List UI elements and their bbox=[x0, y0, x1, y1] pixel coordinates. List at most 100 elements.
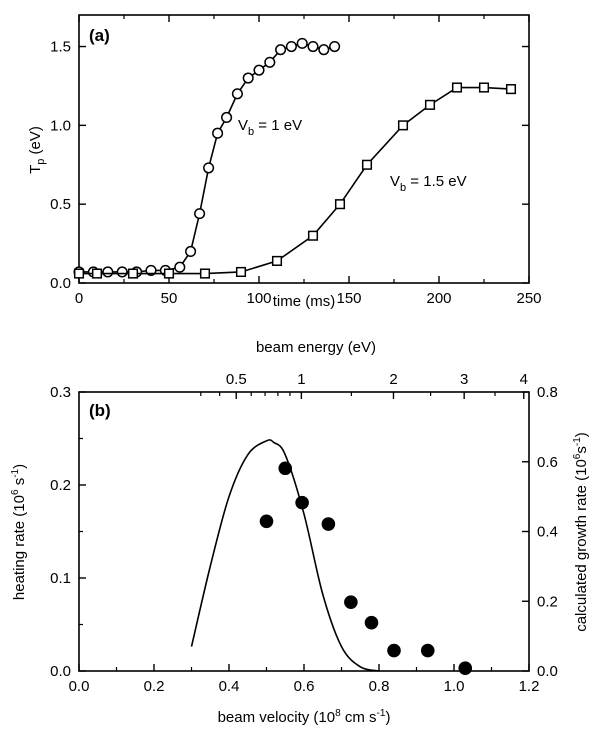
panel-b-x-axis-title: beam velocity (108 cm s-1) bbox=[218, 708, 391, 726]
growth-rate-curve bbox=[190, 439, 380, 672]
circle-marker bbox=[275, 44, 287, 56]
square-marker bbox=[361, 159, 373, 170]
x-tick-label: 0.4 bbox=[219, 678, 240, 695]
panel-b-x-axis-title-sup2: -1 bbox=[377, 708, 386, 719]
panel-b-top-axis-title: beam energy (eV) bbox=[256, 339, 376, 356]
circle-marker bbox=[242, 72, 254, 84]
circle-marker bbox=[194, 208, 206, 220]
square-marker bbox=[478, 82, 490, 93]
square-marker bbox=[91, 268, 103, 279]
series-label-vb-1-sub: b bbox=[248, 126, 254, 138]
y-tick-label: 0.2 bbox=[50, 477, 71, 494]
series-label-vb-1-5: Vb = 1.5 eV bbox=[390, 173, 467, 194]
y2-tick-label: 0.2 bbox=[537, 593, 558, 610]
panel-b-x-axis-title-sup: 8 bbox=[335, 708, 341, 719]
panel-a: 0 50 100 150 200 250 0.0 0.5 1.0 1.5 (a) time (m… bbox=[27, 14, 542, 310]
circle-marker bbox=[116, 266, 128, 278]
panel-b-y2-axis-title-main: calculated growth rate (10 bbox=[573, 459, 590, 632]
series-label-vb-1-5-main: V bbox=[390, 173, 400, 190]
circle-marker bbox=[212, 127, 224, 139]
square-marker bbox=[235, 266, 247, 278]
panel-a-x-axis-title: time (ms) bbox=[273, 293, 336, 310]
circle-marker bbox=[174, 261, 186, 273]
y-tick-label: 1.0 bbox=[50, 117, 71, 134]
panel-a-x-tick-labels: 0 50 100 150 200 250 bbox=[75, 290, 542, 307]
square-marker bbox=[307, 230, 319, 241]
panel-b-y2-axis-title: calculated growth rate (106s-1) bbox=[572, 432, 590, 632]
x-tick-label: 50 bbox=[161, 290, 178, 307]
panel-b-y2-axis-title-end: ) bbox=[573, 432, 590, 437]
heating-rate-point bbox=[259, 514, 274, 529]
series-label-vb-1-5-sub: b bbox=[400, 182, 406, 194]
circle-marker bbox=[203, 162, 215, 174]
top-tick-label: 0.5 bbox=[226, 371, 247, 388]
y2-tick-label: 0.8 bbox=[537, 384, 558, 401]
series-line-1 bbox=[79, 42, 335, 273]
panel-b-y2-axis-title-mid: s bbox=[573, 446, 590, 454]
square-marker bbox=[199, 268, 211, 279]
y-tick-label: 0.5 bbox=[50, 196, 71, 213]
heating-rate-point bbox=[458, 661, 473, 676]
square-marker bbox=[163, 268, 175, 279]
panel-a-ticks bbox=[78, 15, 530, 284]
circle-marker bbox=[285, 40, 297, 53]
panel-b-y-axis-title: heating rate (106 s-1) bbox=[10, 464, 28, 600]
square-marker bbox=[271, 255, 283, 266]
panel-a-y-axis-title: Tp (eV) bbox=[27, 126, 47, 174]
y-tick-label: 0.1 bbox=[50, 570, 71, 587]
circle-marker bbox=[329, 40, 341, 53]
panel-a-y-axis-title-sub: p bbox=[35, 159, 47, 165]
panel-b: 0.0 0.2 0.4 0.6 0.8 1.0 1.2 0.00.10.20.3 0.00.… bbox=[10, 339, 590, 726]
panel-b-y-axis-title-mid: s bbox=[11, 478, 28, 490]
panel-a-y-axis-title-unit: (eV) bbox=[27, 126, 44, 159]
x-tick-label: 1.0 bbox=[444, 678, 465, 695]
panel-b-label: (b) bbox=[89, 401, 111, 420]
panel-b-y-axis-title-end: ) bbox=[11, 464, 28, 469]
heating-rate-point bbox=[364, 615, 379, 630]
circle-marker bbox=[253, 64, 265, 76]
x-tick-label: 0.6 bbox=[294, 678, 315, 695]
series-label-vb-1-rest: = 1 eV bbox=[254, 117, 302, 134]
circle-marker bbox=[296, 37, 308, 49]
square-marker bbox=[424, 99, 436, 110]
square-marker bbox=[451, 82, 463, 93]
circle-marker bbox=[318, 44, 330, 56]
y-tick-label: 0.0 bbox=[50, 663, 71, 680]
y-tick-label: 1.5 bbox=[50, 39, 71, 56]
y-tick-label: 0.0 bbox=[50, 275, 71, 292]
panel-b-y-axis-title-sup: 6 bbox=[10, 489, 21, 495]
panel-b-y-axis-title-main: heating rate (10 bbox=[11, 495, 28, 600]
circle-marker bbox=[185, 245, 197, 258]
heating-rate-point bbox=[295, 495, 309, 510]
panel-a-series bbox=[73, 37, 517, 279]
top-tick-label: 4 bbox=[520, 371, 528, 388]
heating-rate-point bbox=[344, 595, 358, 609]
panel-b-x-axis-title-end: ) bbox=[385, 709, 390, 726]
x-tick-label: 200 bbox=[426, 290, 451, 307]
x-tick-label: 100 bbox=[246, 290, 271, 307]
panel-b-y2-axis-title-sup: 6 bbox=[572, 453, 583, 459]
panel-b-x-axis-title-mid: cm s bbox=[341, 709, 377, 726]
x-tick-label: 150 bbox=[336, 290, 361, 307]
top-tick-label: 2 bbox=[389, 371, 397, 388]
square-marker bbox=[397, 120, 409, 131]
top-tick-label: 3 bbox=[460, 371, 468, 388]
panel-b-ticks bbox=[78, 391, 530, 672]
x-tick-label: 250 bbox=[516, 290, 541, 307]
panel-b-frame bbox=[78, 391, 530, 672]
panel-a-y-tick-labels: 0.0 0.5 1.0 1.5 bbox=[50, 39, 71, 292]
heating-rate-point bbox=[387, 643, 401, 658]
circle-marker bbox=[307, 40, 319, 53]
circle-marker bbox=[231, 88, 243, 100]
circle-marker bbox=[221, 111, 233, 124]
square-marker bbox=[127, 268, 139, 279]
y2-tick-label: 0.0 bbox=[537, 663, 558, 680]
y2-tick-label: 0.6 bbox=[537, 454, 558, 471]
circle-marker bbox=[102, 266, 114, 278]
panel-b-x-axis-title-main: beam velocity (10 bbox=[218, 709, 336, 726]
circle-marker bbox=[264, 56, 276, 68]
heating-rate-point bbox=[278, 461, 293, 476]
panel-b-series bbox=[190, 439, 473, 676]
x-tick-label: 0 bbox=[75, 290, 83, 307]
